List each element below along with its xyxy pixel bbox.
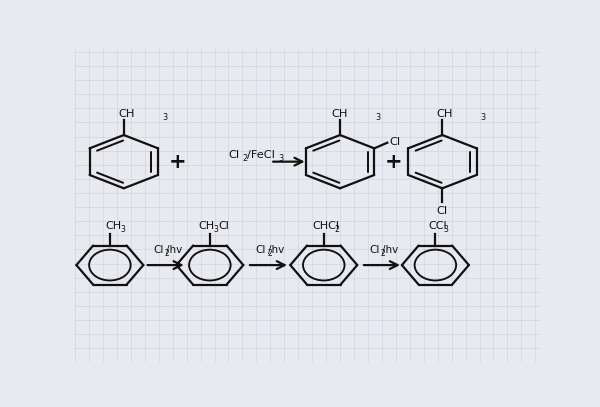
Text: /hv: /hv <box>166 245 182 255</box>
Text: 2: 2 <box>267 249 272 258</box>
Text: CCl: CCl <box>428 221 447 231</box>
Text: CH: CH <box>105 221 121 231</box>
Text: 3: 3 <box>480 113 485 122</box>
Text: CH: CH <box>198 221 214 231</box>
Text: +: + <box>385 152 403 172</box>
Text: CH: CH <box>332 109 348 119</box>
Text: 2: 2 <box>380 249 385 258</box>
Text: Cl: Cl <box>229 151 239 160</box>
Text: +: + <box>169 152 186 172</box>
Text: CHCl: CHCl <box>312 221 339 231</box>
Text: 2: 2 <box>242 154 248 163</box>
Text: 2: 2 <box>334 225 339 234</box>
Text: /hv: /hv <box>382 245 398 255</box>
Text: Cl: Cl <box>218 221 229 231</box>
Text: 3: 3 <box>444 225 449 234</box>
Text: 3: 3 <box>162 113 167 122</box>
Text: /hv: /hv <box>268 245 284 255</box>
Text: 3: 3 <box>278 154 284 163</box>
Text: Cl: Cl <box>153 245 163 255</box>
Text: Cl: Cl <box>389 137 400 147</box>
Text: Cl: Cl <box>256 245 266 255</box>
Text: CH: CH <box>436 109 453 119</box>
Text: Cl: Cl <box>437 206 448 216</box>
Text: 2: 2 <box>164 249 169 258</box>
Text: 3: 3 <box>214 225 218 234</box>
Text: /FeCl: /FeCl <box>247 151 275 160</box>
Text: CH: CH <box>118 109 135 119</box>
Text: 3: 3 <box>376 113 380 122</box>
Text: 3: 3 <box>120 225 125 234</box>
Text: Cl: Cl <box>369 245 380 255</box>
